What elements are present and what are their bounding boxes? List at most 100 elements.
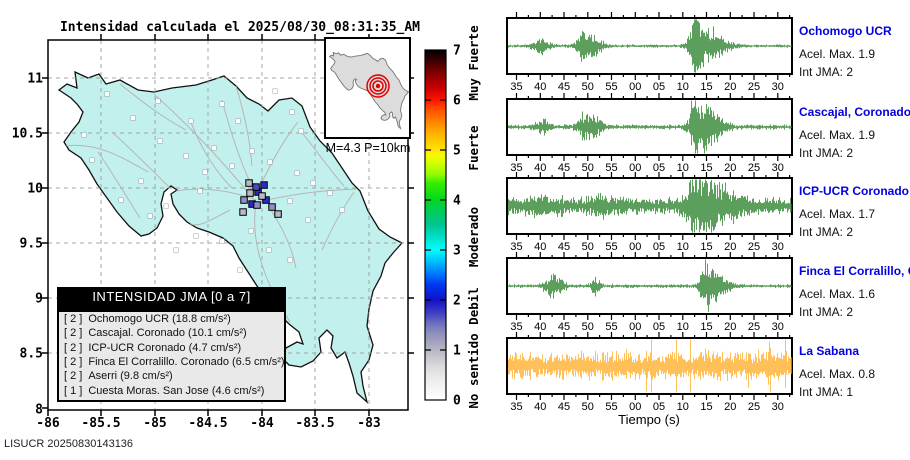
city-square [183,153,189,159]
waveform-time-tick-label: 15 [700,401,712,413]
waveform-time-tick-label: 20 [724,162,736,174]
city-square [249,148,255,154]
waveform-axis-ticks [515,252,791,320]
cb-label-muy-fuerte: Muy Fuerte [466,25,481,101]
waveform-time-tick-label: 20 [724,241,736,253]
legend-station-label: Ochomogo UCR (18.8 cm/s²) [88,313,231,326]
legend-row: [ 2 ] Cascajal. Coronado (10.1 cm/s²) [64,327,284,339]
colorbar-numbers: 0 1 2 3 4 5 6 7 [453,44,461,409]
city-square [289,109,295,115]
map: -86 -85.5 -85 -84.5 -84 -83.5 -83 11 10.… [12,34,414,431]
waveform-axis-ticks [515,93,791,161]
waveform-time-tick-label: 35 [510,401,522,413]
map-inset: M=4.3 P=10km [324,37,411,155]
legend-jma-value: [ 2 ] [64,313,83,326]
epicenter-icon [366,74,390,98]
x-tick-label: -85 [143,416,166,431]
waveform-time-tick-label: 20 [724,401,736,413]
station-acel-max: Acel. Max. 1.9 [799,128,876,142]
cb-num-5: 5 [453,144,461,159]
station-acel-max: Acel. Max. 0.8 [799,367,876,381]
station-int-jma: Int JMA: 2 [799,225,854,239]
legend-jma-value: [ 2 ] [64,370,83,383]
cb-num-6: 6 [453,94,461,109]
city-square [287,198,293,204]
legend-jma-value: [ 1 ] [64,384,83,397]
seismogram-panels: 35 40 45 50 55 00 05 10 15 20 25 30 35 40 45 50 55 00 05 10… [506,12,793,427]
map-frame [47,39,409,411]
x-tick-label: -85.5 [81,416,120,431]
map-y-axis-labels: 11 10.5 10 9.5 9 8.5 8 [12,72,43,418]
cb-label-no-sentido: No sentido [466,333,481,408]
waveform-time-tick-label: 45 [558,401,570,413]
y-tick-label: 8 [35,403,43,418]
legend-jma-value: [ 2 ] [64,356,83,369]
y-tick-label: 9 [35,292,43,307]
waveform-time-tick-label: 30 [772,241,784,253]
station-info-4: Finca El Corralillo, Coro Acel. Max. 1.6… [799,258,910,319]
waveform-time-tick-label: 50 [582,401,594,413]
x-tick-label: -83.5 [295,416,334,431]
waveform-time-tick-label: 35 [510,321,522,333]
x-tick-label: -86 [36,416,60,431]
waveform-time-tick-label: 25 [748,81,760,93]
legend-station-label: Cuesta Moras. San Jose (4.6 cm/s²) [88,384,265,397]
waveform-time-tick-label: 35 [510,241,522,253]
waveform-time-tick-label: 00 [629,401,641,413]
city-square [272,88,278,94]
station-info-2: Cascajal, Coronado Acel. Max. 1.9 Int JM… [799,99,910,160]
station-intensity-marker [245,179,253,187]
cb-label-fuerte: Fuerte [466,125,481,171]
station-name: Finca El Corralillo, Coro [799,264,910,278]
station-name: Cascajal, Coronado [799,105,910,119]
waveform-time-tick-label: 50 [582,321,594,333]
y-tick-label: 8.5 [20,347,43,362]
station-acel-max: Acel. Max. 1.9 [799,47,876,61]
cb-num-7: 7 [453,44,461,59]
legend-row: [ 1 ] Cuesta Moras. San Jose (4.6 cm/s²) [64,385,284,397]
figure-footer: LISUCR 20250830143136 [4,438,134,450]
waveform-time-tick-label: 40 [534,401,546,413]
legend-header: INTENSIDAD JMA [0 a 7] [59,289,284,312]
waveform-time-tick-label: 25 [748,241,760,253]
station-int-jma: Int JMA: 2 [799,305,854,319]
x-tick-label: -83 [357,416,380,431]
city-square [229,163,235,169]
station-name: La Sabana [799,344,860,358]
y-tick-label: 9.5 [20,237,43,252]
waveform-time-tick-label: 05 [653,321,665,333]
waveform-time-tick-label: 55 [605,321,617,333]
city-square [193,233,199,239]
waveform-time-tick-label: 45 [558,81,570,93]
waveform-trace [508,100,792,154]
city-square [310,180,316,186]
station-intensity-marker [246,189,254,197]
colorbar-gradient [424,49,447,401]
city-square [202,169,208,175]
city-square [173,247,179,253]
station-intensity-marker [253,201,261,209]
cb-num-0: 0 [453,394,461,409]
waveform-time-tick-label: 10 [677,81,689,93]
waveform-time-tick-label: 00 [629,81,641,93]
city-square [130,115,136,121]
waveform-time-tick-label: 55 [605,162,617,174]
waveform-time-tick-label: 10 [677,401,689,413]
legend-rows: [ 2 ] Ochomogo UCR (18.8 cm/s²) [ 2 ] Casc… [59,312,285,398]
waveform-time-tick-label: 45 [558,241,570,253]
legend-station-label: Cascajal. Coronado (10.1 cm/s²) [88,327,247,340]
map-intensity-markers [239,179,282,218]
station-info-3: ICP-UCR Coronado Acel. Max. 1.7 Int JMA:… [799,178,910,239]
station-info-1: Ochomogo UCR Acel. Max. 1.9 Int JMA: 2 [799,18,910,79]
waveform-axis-ticks [515,332,791,400]
station-intensity-marker [240,196,248,204]
city-square [104,91,110,97]
waveform-axis-ticks [515,12,791,80]
cb-num-4: 4 [453,194,461,209]
station-acel-max: Acel. Max. 1.6 [799,287,876,301]
waveform-traces-and-ticks: 35 40 45 50 55 00 05 10 15 20 25 30 35 40 45 50 55 00 05 10… [508,12,792,413]
waveform-time-tick-label: 35 [510,162,522,174]
station-intensity-marker [274,210,282,218]
legend-station-label: Aserri (9.8 cm/s²) [88,370,173,383]
